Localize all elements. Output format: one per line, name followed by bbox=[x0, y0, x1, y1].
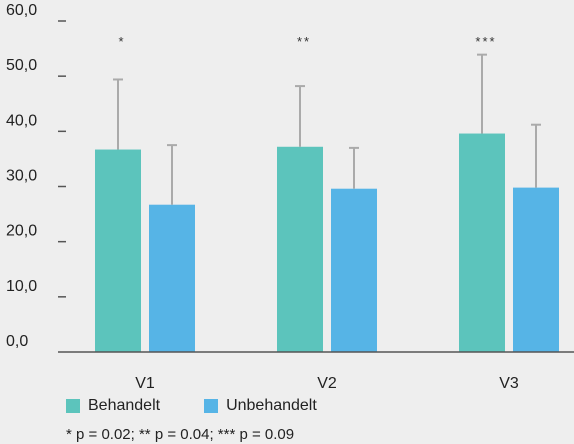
error-bars bbox=[113, 53, 541, 205]
y-tick-label: 10,0 bbox=[6, 278, 37, 295]
x-tick-label: V3 bbox=[499, 375, 519, 392]
bar-behandelt-v1 bbox=[95, 149, 141, 352]
bar-behandelt-v2 bbox=[277, 146, 323, 352]
y-tick-label: 40,0 bbox=[6, 112, 37, 129]
y-tick-label: 20,0 bbox=[6, 223, 37, 240]
footnote: * p = 0.02; ** p = 0.04; *** p = 0.09 bbox=[66, 426, 295, 443]
bar-behandelt-v3 bbox=[459, 133, 505, 352]
legend-swatch-unbehandelt bbox=[204, 399, 219, 413]
significance-marks: * ** *** bbox=[118, 34, 496, 49]
significance-mark: ** bbox=[297, 34, 311, 49]
x-tick-label: V1 bbox=[135, 375, 155, 392]
bars bbox=[95, 133, 559, 352]
bar-unbehandelt-v2 bbox=[331, 188, 377, 352]
legend-item-unbehandelt: Unbehandelt bbox=[204, 397, 317, 415]
legend-item-behandelt: Behandelt bbox=[66, 397, 160, 415]
legend: Behandelt Unbehandelt bbox=[66, 397, 361, 415]
legend-label-unbehandelt: Unbehandelt bbox=[226, 397, 317, 414]
significance-mark: *** bbox=[475, 34, 496, 49]
legend-swatch-behandelt bbox=[66, 399, 80, 413]
y-axis: 0,0 10,0 20,0 30,0 40,0 50,0 60,0 bbox=[6, 2, 66, 353]
x-axis: V1 V2 V3 bbox=[66, 351, 574, 392]
y-tick-label: 0,0 bbox=[6, 333, 28, 350]
significance-mark: * bbox=[118, 34, 125, 49]
y-tick-label: 60,0 bbox=[6, 2, 37, 19]
y-tick-label: 50,0 bbox=[6, 57, 37, 74]
bar-unbehandelt-v1 bbox=[149, 204, 195, 352]
legend-label-behandelt: Behandelt bbox=[88, 397, 161, 414]
bar-unbehandelt-v3 bbox=[513, 187, 559, 352]
x-tick-label: V2 bbox=[317, 375, 337, 392]
y-tick-label: 30,0 bbox=[6, 168, 37, 185]
